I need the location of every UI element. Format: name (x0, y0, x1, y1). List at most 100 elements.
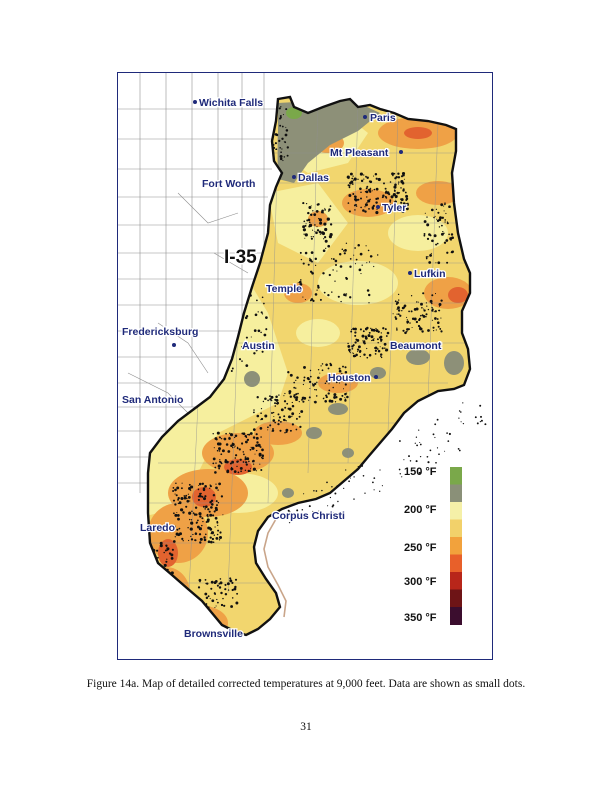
data-point (394, 316, 397, 319)
data-point (363, 174, 365, 176)
data-point (274, 405, 277, 407)
data-point (286, 402, 289, 405)
data-point (189, 500, 191, 502)
data-point (214, 606, 216, 609)
data-point (298, 280, 302, 284)
offshore-data-point (306, 515, 309, 518)
data-point (377, 341, 379, 344)
data-point (419, 314, 422, 317)
data-point (209, 536, 212, 539)
data-point (394, 200, 398, 204)
data-point (253, 162, 257, 165)
data-point (352, 354, 356, 358)
city-label-tyler: Tyler (382, 202, 406, 214)
offshore-data-point (444, 450, 446, 452)
data-point (215, 500, 218, 503)
data-point (271, 429, 275, 432)
data-point (443, 205, 445, 207)
data-point (347, 184, 350, 187)
data-point (328, 273, 331, 277)
offshore-data-point (379, 469, 381, 471)
offshore-data-point (313, 489, 315, 492)
data-point (395, 204, 397, 207)
data-point (232, 327, 234, 329)
data-point (265, 328, 268, 331)
data-point (273, 116, 276, 119)
data-point (406, 316, 408, 318)
offshore-data-point (479, 404, 482, 407)
data-point (326, 217, 330, 221)
data-point (247, 112, 250, 115)
data-point (314, 224, 316, 226)
data-point (208, 526, 212, 530)
data-point (167, 596, 170, 599)
data-point (366, 326, 369, 330)
data-point (349, 296, 352, 299)
data-point (168, 593, 171, 596)
data-point (174, 503, 177, 506)
data-point (325, 247, 327, 250)
data-point (261, 448, 264, 452)
data-point (189, 518, 191, 521)
data-point (325, 396, 328, 399)
offshore-data-point (399, 473, 402, 475)
data-point (376, 209, 378, 211)
data-point (375, 329, 379, 333)
data-point (145, 581, 147, 583)
data-point (324, 400, 327, 403)
data-point (190, 535, 192, 538)
data-point (222, 514, 224, 516)
offshore-data-point (458, 449, 461, 452)
data-point (278, 139, 281, 143)
data-point (441, 224, 443, 227)
data-point (324, 227, 328, 232)
data-point (174, 536, 176, 538)
data-point (172, 490, 175, 492)
data-point (312, 229, 314, 231)
city-dot-paris (363, 115, 367, 119)
temperature-legend: 150 °F 200 °F 250 °F 300 °F 350 °F (404, 466, 462, 625)
offshore-data-point (312, 510, 314, 513)
data-point (275, 395, 278, 398)
data-point (408, 310, 410, 313)
data-point (285, 126, 287, 128)
data-point (356, 354, 358, 356)
offshore-data-point (476, 422, 479, 425)
data-point (364, 210, 367, 213)
offshore-data-point (321, 489, 323, 492)
data-point (406, 319, 408, 321)
data-point (249, 448, 252, 451)
data-point (160, 570, 162, 572)
data-point (269, 398, 272, 401)
data-point (163, 551, 165, 554)
data-point (209, 513, 213, 517)
data-point (370, 335, 374, 339)
data-point (380, 332, 382, 334)
data-point (251, 135, 255, 138)
data-point (362, 330, 365, 333)
data-point (198, 494, 202, 498)
data-point (172, 499, 176, 502)
data-point (423, 234, 426, 237)
data-point (259, 427, 263, 430)
city-label-wichita-falls: Wichita Falls (199, 97, 263, 109)
data-point (187, 526, 189, 529)
city-markers (172, 100, 412, 379)
offshore-data-point (432, 433, 435, 436)
data-point (219, 531, 222, 534)
data-point (252, 428, 256, 431)
data-point (159, 541, 163, 545)
data-point (218, 467, 221, 470)
data-point (265, 150, 268, 153)
offshore-data-point (418, 429, 420, 431)
data-point (316, 381, 318, 383)
data-point (238, 448, 241, 451)
data-point (356, 348, 360, 351)
data-point (162, 589, 166, 592)
data-point (265, 316, 268, 319)
offshore-data-point (361, 464, 364, 467)
city-label-temple: Temple (266, 283, 302, 295)
city-dot-dallas (292, 175, 296, 179)
data-point (170, 592, 173, 596)
data-point (425, 257, 428, 260)
